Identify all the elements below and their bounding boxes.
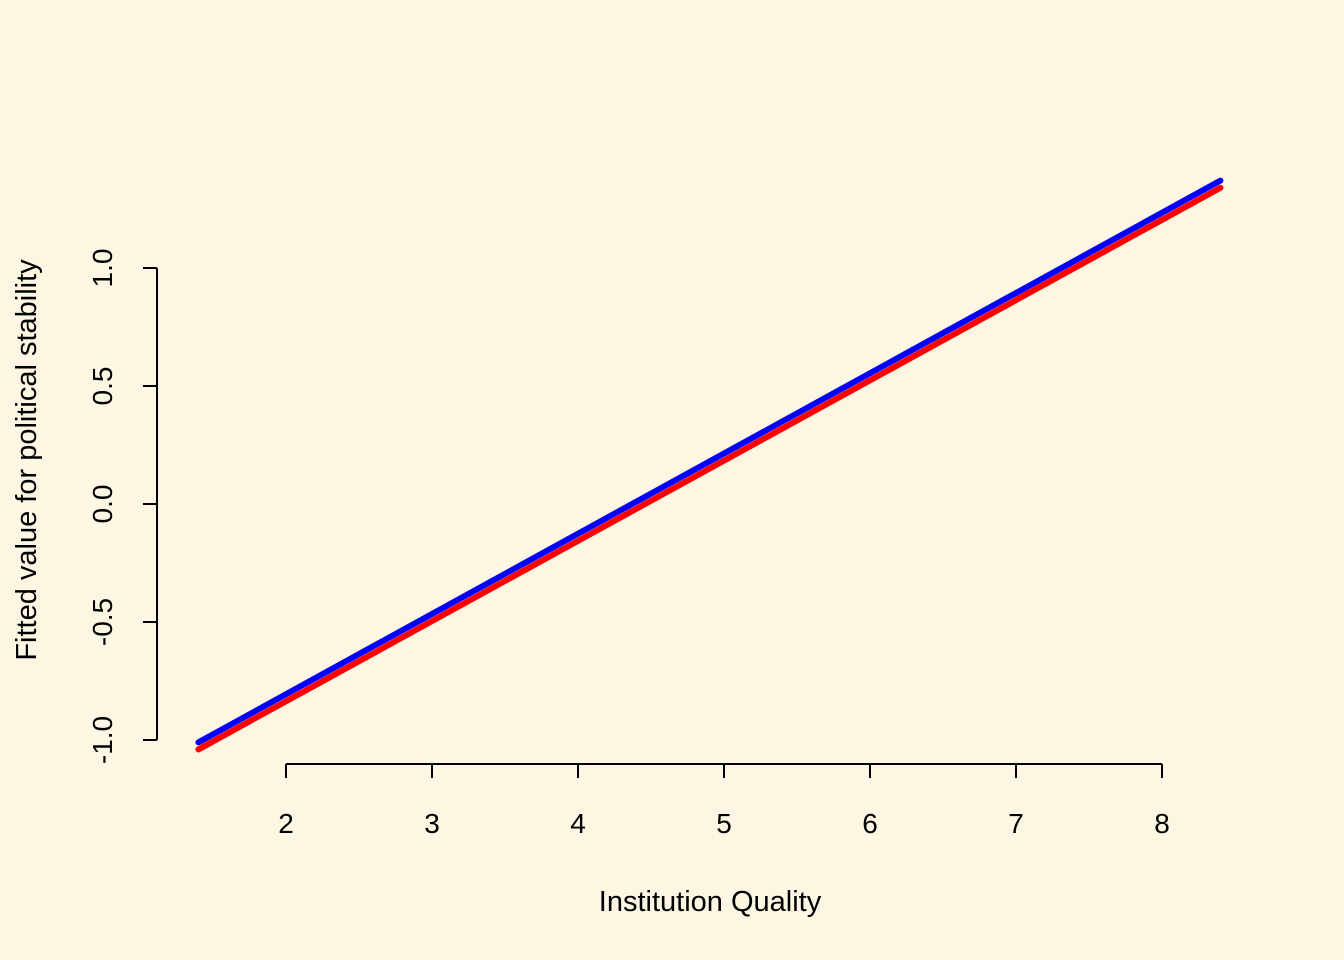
y-tick-label: 0.5	[87, 367, 118, 406]
x-axis: 2 3 4 5 6 7 8	[278, 763, 1170, 839]
y-tick-label: -0.5	[87, 598, 118, 646]
x-axis-title: Institution Quality	[599, 886, 822, 918]
x-ticks: 2 3 4 5 6 7 8	[278, 764, 1170, 839]
y-tick-label: -1.0	[87, 716, 118, 764]
x-tick-label: 8	[1154, 808, 1170, 839]
x-tick-label: 7	[1008, 808, 1024, 839]
x-tick-label: 4	[570, 808, 586, 839]
x-tick-label: 6	[862, 808, 878, 839]
series-line-0	[195, 177, 1224, 746]
x-tick-label: 5	[716, 808, 732, 839]
y-axis: -1.0 -0.5 0.0 0.5 1.0	[87, 249, 158, 764]
y-ticks: -1.0 -0.5 0.0 0.5 1.0	[87, 249, 157, 764]
x-tick-label: 3	[424, 808, 440, 839]
y-tick-label: 0.0	[87, 485, 118, 524]
y-axis-title: Fitted value for political stability	[11, 259, 43, 661]
series-line-1	[195, 184, 1224, 753]
series-layer	[195, 177, 1224, 753]
x-tick-label: 2	[278, 808, 294, 839]
y-tick-label: 1.0	[87, 249, 118, 288]
